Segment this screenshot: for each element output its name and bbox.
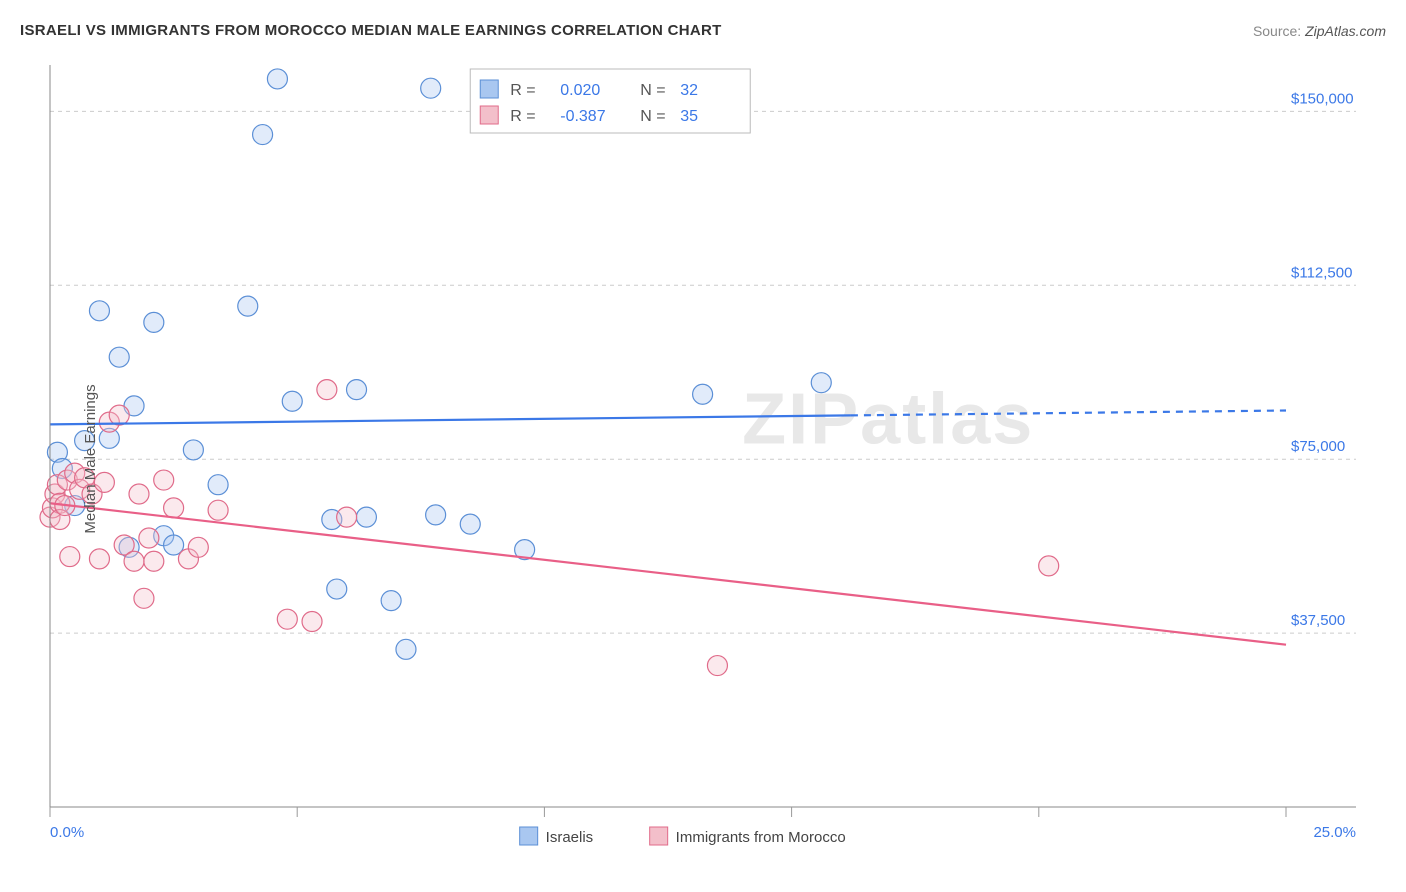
data-point — [1039, 556, 1059, 576]
watermark: ZIPatlas — [742, 379, 1034, 459]
legend-label: Immigrants from Morocco — [676, 829, 846, 846]
data-point — [109, 405, 129, 425]
data-point — [183, 440, 203, 460]
x-tick-label: 25.0% — [1313, 824, 1356, 841]
legend-swatch — [520, 827, 538, 845]
data-point — [381, 591, 401, 611]
data-point — [337, 507, 357, 527]
n-label: N = — [640, 108, 665, 125]
data-point — [238, 296, 258, 316]
chart-title: ISRAELI VS IMMIGRANTS FROM MOROCCO MEDIA… — [20, 22, 722, 39]
trend-line — [50, 503, 1286, 644]
y-tick-label: $112,500 — [1291, 264, 1352, 281]
data-point — [347, 380, 367, 400]
n-label: N = — [640, 82, 665, 99]
data-point — [89, 301, 109, 321]
data-point — [460, 514, 480, 534]
n-value: 35 — [680, 108, 698, 125]
x-tick-label: 0.0% — [50, 824, 84, 841]
data-point — [317, 380, 337, 400]
data-point — [188, 537, 208, 557]
legend-swatch — [480, 106, 498, 124]
r-label: R = — [510, 108, 535, 125]
data-point — [154, 470, 174, 490]
y-tick-label: $75,000 — [1291, 438, 1345, 455]
chart-header: ISRAELI VS IMMIGRANTS FROM MOROCCO MEDIA… — [20, 22, 1386, 39]
source-label: Source: — [1253, 23, 1301, 39]
chart-container: Median Male Earnings $37,500 $75,000 $112,… — [20, 55, 1386, 862]
data-point — [282, 391, 302, 411]
data-point — [109, 347, 129, 367]
data-point — [693, 384, 713, 404]
data-point — [144, 551, 164, 571]
legend-label: Israelis — [546, 829, 594, 846]
source-attribution: Source: ZipAtlas.com — [1253, 23, 1386, 39]
data-point — [208, 500, 228, 520]
data-point — [426, 505, 446, 525]
data-point — [144, 312, 164, 332]
data-point — [139, 528, 159, 548]
data-point — [707, 656, 727, 676]
data-point — [129, 484, 149, 504]
correlation-scatter-chart: $37,500 $75,000 $112,500 $150,000 ZIPatlas 0.… — [20, 55, 1386, 862]
source-value: ZipAtlas.com — [1305, 23, 1386, 39]
data-point — [164, 498, 184, 518]
data-point — [302, 612, 322, 632]
data-point — [356, 507, 376, 527]
data-point — [89, 549, 109, 569]
data-point — [267, 69, 287, 89]
data-point — [327, 579, 347, 599]
data-point — [277, 609, 297, 629]
trend-line — [50, 415, 851, 424]
data-point — [811, 373, 831, 393]
data-point — [421, 78, 441, 98]
data-point — [60, 547, 80, 567]
correlation-legend: R = 0.020 N = 32 R = -0.387 N = 35 — [470, 69, 750, 133]
series-legend: Israelis Immigrants from Morocco — [520, 827, 846, 846]
r-value: 0.020 — [560, 82, 600, 99]
r-label: R = — [510, 82, 535, 99]
data-point — [134, 588, 154, 608]
y-tick-label: $37,500 — [1291, 612, 1345, 629]
legend-swatch — [480, 80, 498, 98]
y-tick-label: $150,000 — [1291, 90, 1354, 107]
data-point — [124, 551, 144, 571]
data-point — [253, 125, 273, 145]
legend-swatch — [650, 827, 668, 845]
n-value: 32 — [680, 82, 698, 99]
y-axis-label: Median Male Earnings — [82, 384, 99, 533]
data-point — [396, 639, 416, 659]
data-point — [208, 475, 228, 495]
r-value: -0.387 — [560, 108, 605, 125]
